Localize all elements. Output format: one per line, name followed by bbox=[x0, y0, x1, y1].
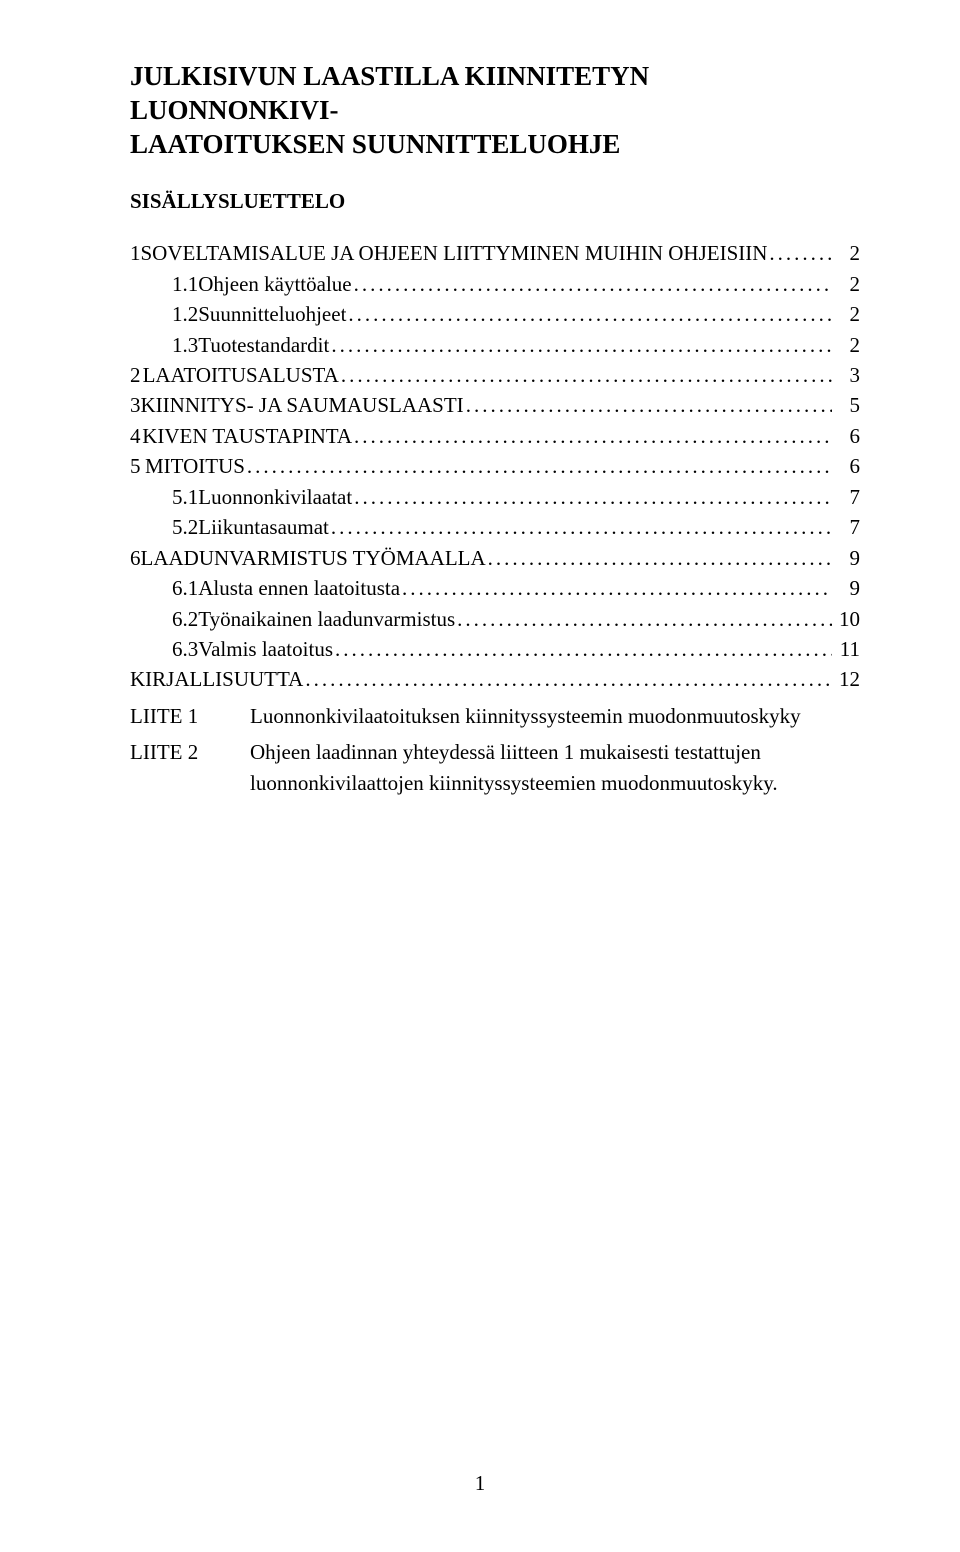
toc-entry-number: 4 bbox=[130, 421, 142, 451]
toc-dot-leader bbox=[341, 360, 832, 390]
document-title: JULKISIVUN LAASTILLA KIINNITETYN LUONNON… bbox=[130, 60, 860, 161]
toc-dot-leader bbox=[247, 451, 832, 481]
toc-row: 1.3Tuotestandardit 2 bbox=[130, 330, 860, 360]
page-number: 1 bbox=[0, 1471, 960, 1496]
toc-entry-page: 2 bbox=[834, 330, 860, 360]
toc-entry-number: 6.3 bbox=[172, 634, 198, 664]
title-line-1: JULKISIVUN LAASTILLA KIINNITETYN LUONNON… bbox=[130, 61, 649, 125]
toc-entry-page: 6 bbox=[834, 451, 860, 481]
toc-entry-page: 2 bbox=[834, 299, 860, 329]
title-line-2: LAATOITUKSEN SUUNNITTELUOHJE bbox=[130, 129, 620, 159]
toc-entry-label: Tuotestandardit bbox=[198, 330, 329, 360]
toc-entry-label: LAADUNVARMISTUS TYÖMAALLA bbox=[141, 543, 486, 573]
toc-dot-leader bbox=[305, 664, 832, 694]
toc-entry-number: 6.2 bbox=[172, 604, 198, 634]
toc-entry-number: 2 bbox=[130, 360, 143, 390]
toc-entry-number: 1.1 bbox=[172, 269, 198, 299]
toc-dot-leader bbox=[354, 482, 832, 512]
toc-dot-leader bbox=[402, 573, 832, 603]
toc-entry-number: 6.1 bbox=[172, 573, 198, 603]
toc-dot-leader bbox=[354, 421, 832, 451]
toc-entry-label: Työnaikainen laadunvarmistus bbox=[198, 604, 455, 634]
toc-entry-page: 12 bbox=[834, 664, 860, 694]
toc-row: 1SOVELTAMISALUE JA OHJEEN LIITTYMINEN MU… bbox=[130, 238, 860, 268]
toc-entry-page: 7 bbox=[834, 482, 860, 512]
toc-entry-page: 6 bbox=[834, 421, 860, 451]
toc-row: 1.1Ohjeen käyttöalue 2 bbox=[130, 269, 860, 299]
toc-row: 4KIVEN TAUSTAPINTA 6 bbox=[130, 421, 860, 451]
spacer bbox=[130, 798, 860, 804]
toc-entry-label: Suunnitteluohjeet bbox=[198, 299, 346, 329]
toc-entry-number: 6 bbox=[130, 543, 141, 573]
toc-entry-label: MITOITUS bbox=[145, 451, 245, 481]
toc-entry-label: Alusta ennen laatoitusta bbox=[198, 573, 400, 603]
toc-entry-label: KIVEN TAUSTAPINTA bbox=[142, 421, 352, 451]
toc-entry-number: 1.2 bbox=[172, 299, 198, 329]
toc-row: 6.2Työnaikainen laadunvarmistus 10 bbox=[130, 604, 860, 634]
appendix-label: LIITE 1 bbox=[130, 701, 250, 731]
appendix-text: Luonnonkivilaatoituksen kiinnityssysteem… bbox=[250, 701, 860, 731]
appendix-row: LIITE 2Ohjeen laadinnan yhteydessä liitt… bbox=[130, 737, 860, 798]
toc-dot-leader bbox=[354, 269, 832, 299]
toc-entry-label: Ohjeen käyttöalue bbox=[198, 269, 351, 299]
toc-dot-leader bbox=[466, 390, 832, 420]
toc-entry-page: 9 bbox=[834, 543, 860, 573]
toc-entry-label: LAATOITUSALUSTA bbox=[143, 360, 339, 390]
document-page: JULKISIVUN LAASTILLA KIINNITETYN LUONNON… bbox=[0, 0, 960, 1552]
toc-row: 6.3Valmis laatoitus 11 bbox=[130, 634, 860, 664]
toc-entry-label: Valmis laatoitus bbox=[198, 634, 333, 664]
toc-entry-label: KIRJALLISUUTTA bbox=[130, 664, 303, 694]
toc-entry-number: 5.2 bbox=[172, 512, 198, 542]
toc-entry-number: 1 bbox=[130, 238, 141, 268]
toc-row: 2LAATOITUSALUSTA 3 bbox=[130, 360, 860, 390]
toc-row: 6LAADUNVARMISTUS TYÖMAALLA 9 bbox=[130, 543, 860, 573]
toc-row: 6.1Alusta ennen laatoitusta 9 bbox=[130, 573, 860, 603]
toc-entry-label: Liikuntasaumat bbox=[198, 512, 329, 542]
toc-row: 3KIINNITYS- JA SAUMAUSLAASTI 5 bbox=[130, 390, 860, 420]
toc-entry-page: 7 bbox=[834, 512, 860, 542]
toc-dot-leader bbox=[488, 543, 832, 573]
toc-entry-page: 10 bbox=[834, 604, 860, 634]
toc-row: 1.2Suunnitteluohjeet 2 bbox=[130, 299, 860, 329]
toc-entry-page: 2 bbox=[834, 238, 860, 268]
toc-heading: SISÄLLYSLUETTELO bbox=[130, 189, 860, 214]
toc-entry-label: Luonnonkivilaatat bbox=[198, 482, 352, 512]
toc-entry-number: 3 bbox=[130, 390, 141, 420]
toc-entry-number: 1.3 bbox=[172, 330, 198, 360]
toc-entry-page: 3 bbox=[834, 360, 860, 390]
toc-row: 5.1Luonnonkivilaatat 7 bbox=[130, 482, 860, 512]
toc-entry-page: 5 bbox=[834, 390, 860, 420]
appendix-text: Ohjeen laadinnan yhteydessä liitteen 1 m… bbox=[250, 737, 860, 798]
appendix-row: LIITE 1Luonnonkivilaatoituksen kiinnitys… bbox=[130, 701, 860, 731]
toc-dot-leader bbox=[457, 604, 832, 634]
appendix-label: LIITE 2 bbox=[130, 737, 250, 767]
toc-dot-leader bbox=[769, 238, 832, 268]
toc-entry-number: 5.1 bbox=[172, 482, 198, 512]
table-of-contents: 1SOVELTAMISALUE JA OHJEEN LIITTYMINEN MU… bbox=[130, 238, 860, 695]
toc-entry-label: SOVELTAMISALUE JA OHJEEN LIITTYMINEN MUI… bbox=[141, 238, 768, 268]
toc-dot-leader bbox=[331, 330, 832, 360]
toc-entry-page: 2 bbox=[834, 269, 860, 299]
toc-dot-leader bbox=[331, 512, 832, 542]
toc-row: 5MITOITUS 6 bbox=[130, 451, 860, 481]
toc-dot-leader bbox=[335, 634, 832, 664]
appendix-list: LIITE 1Luonnonkivilaatoituksen kiinnitys… bbox=[130, 701, 860, 804]
toc-row: KIRJALLISUUTTA 12 bbox=[130, 664, 860, 694]
toc-dot-leader bbox=[348, 299, 832, 329]
toc-entry-page: 9 bbox=[834, 573, 860, 603]
toc-entry-page: 11 bbox=[834, 634, 860, 664]
toc-entry-number: 5 bbox=[130, 451, 145, 481]
toc-row: 5.2Liikuntasaumat 7 bbox=[130, 512, 860, 542]
toc-entry-label: KIINNITYS- JA SAUMAUSLAASTI bbox=[141, 390, 464, 420]
